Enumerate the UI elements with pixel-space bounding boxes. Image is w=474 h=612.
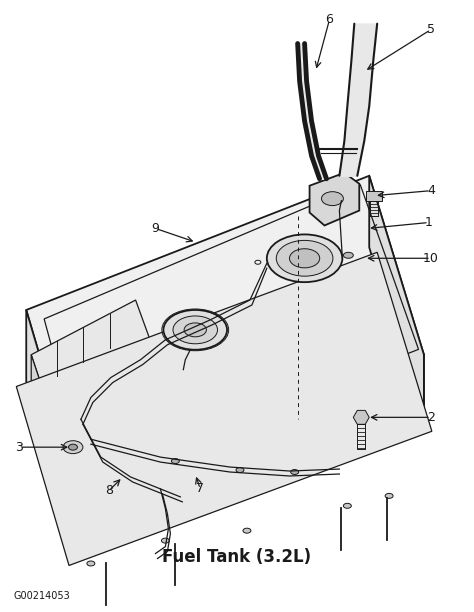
Text: 9: 9 [152,222,159,235]
Ellipse shape [267,234,342,282]
Ellipse shape [162,538,169,543]
Ellipse shape [173,316,218,344]
Polygon shape [353,411,369,424]
Polygon shape [26,176,424,489]
Polygon shape [369,176,424,427]
Text: 7: 7 [196,482,204,496]
Text: 6: 6 [326,13,333,26]
Ellipse shape [243,528,251,533]
Ellipse shape [276,241,333,276]
Text: G00214053: G00214053 [13,591,70,601]
Ellipse shape [290,248,319,268]
Text: 1: 1 [425,216,433,229]
Polygon shape [366,191,382,201]
Text: 10: 10 [423,252,439,265]
Ellipse shape [164,310,227,349]
Ellipse shape [321,192,343,206]
Ellipse shape [172,458,179,463]
Ellipse shape [63,441,83,453]
Ellipse shape [343,252,353,258]
Text: 5: 5 [427,23,435,36]
Ellipse shape [184,323,206,337]
Text: 2: 2 [427,411,435,424]
Ellipse shape [343,503,351,509]
Ellipse shape [236,468,244,472]
Ellipse shape [291,469,299,474]
Polygon shape [31,355,51,449]
Ellipse shape [69,444,77,450]
Polygon shape [31,300,155,414]
Ellipse shape [385,493,393,498]
Text: 8: 8 [105,485,113,498]
Polygon shape [26,310,79,561]
Ellipse shape [87,561,95,566]
Polygon shape [79,355,424,561]
Text: 3: 3 [15,441,23,453]
Polygon shape [16,252,432,565]
Polygon shape [310,173,359,225]
Polygon shape [51,355,155,449]
Text: 4: 4 [427,184,435,197]
Text: Fuel Tank (3.2L): Fuel Tank (3.2L) [163,548,311,565]
